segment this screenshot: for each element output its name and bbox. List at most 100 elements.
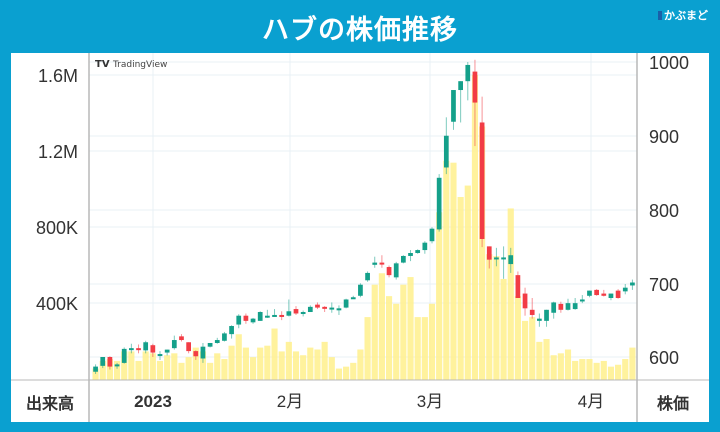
candle-up[interactable] xyxy=(343,299,349,308)
candle-up[interactable] xyxy=(415,250,421,254)
candle-down[interactable] xyxy=(479,122,485,239)
candle-up[interactable] xyxy=(365,272,370,281)
volume-bar xyxy=(536,341,543,380)
candle-down[interactable] xyxy=(322,306,327,309)
candle-down[interactable] xyxy=(522,293,528,309)
candle-up[interactable] xyxy=(408,253,413,256)
candle-down[interactable] xyxy=(386,267,392,276)
candle-down[interactable] xyxy=(615,290,621,298)
candle-up[interactable] xyxy=(129,348,134,351)
candle-down[interactable] xyxy=(186,342,191,352)
candle-up[interactable] xyxy=(307,306,313,313)
candle-down[interactable] xyxy=(601,293,607,296)
candle-down[interactable] xyxy=(379,262,385,265)
candle-down[interactable] xyxy=(193,351,199,357)
volume-tick-label: 1.2M xyxy=(38,142,78,162)
candle-up[interactable] xyxy=(222,333,227,341)
volume-bar xyxy=(264,345,271,380)
candle-down[interactable] xyxy=(279,314,285,317)
volume-bar xyxy=(486,254,493,380)
candle-up[interactable] xyxy=(372,262,378,265)
candle-down[interactable] xyxy=(472,71,478,103)
candle-up[interactable] xyxy=(157,354,163,357)
volume-bar xyxy=(521,320,529,380)
candle-down[interactable] xyxy=(150,345,156,353)
candle-down[interactable] xyxy=(558,303,564,310)
candle-up[interactable] xyxy=(587,290,592,296)
candle-up[interactable] xyxy=(508,255,514,265)
candle-up[interactable] xyxy=(436,177,442,230)
candle-down[interactable] xyxy=(293,309,299,314)
volume-bar xyxy=(278,351,285,380)
candle-up[interactable] xyxy=(272,314,277,317)
candle-up[interactable] xyxy=(544,309,549,321)
candle-up[interactable] xyxy=(114,364,120,367)
candle-up[interactable] xyxy=(200,346,206,359)
candle-up[interactable] xyxy=(121,348,127,363)
volume-bar xyxy=(428,303,436,380)
candle-up[interactable] xyxy=(100,357,106,366)
candle-up[interactable] xyxy=(579,299,585,302)
candle-up[interactable] xyxy=(572,303,578,310)
candle-up[interactable] xyxy=(214,340,220,343)
candle-up[interactable] xyxy=(286,311,292,316)
volume-bar xyxy=(300,355,307,380)
candle-up[interactable] xyxy=(393,263,399,278)
candle-down[interactable] xyxy=(515,275,521,298)
brand-logo[interactable]: かぶまど xyxy=(658,7,708,23)
candle-up[interactable] xyxy=(608,293,614,298)
candle-up[interactable] xyxy=(494,257,499,260)
candle-up[interactable] xyxy=(501,257,506,260)
candle-up[interactable] xyxy=(358,284,363,296)
candle-up[interactable] xyxy=(171,340,177,349)
volume-bar xyxy=(493,256,500,380)
candle-down[interactable] xyxy=(315,304,320,308)
candle-down[interactable] xyxy=(243,315,249,321)
candle-up[interactable] xyxy=(451,90,456,122)
candle-up[interactable] xyxy=(164,349,170,353)
candle-down[interactable] xyxy=(179,336,184,341)
candle-up[interactable] xyxy=(143,342,149,351)
candle-up[interactable] xyxy=(229,326,234,335)
candle-down[interactable] xyxy=(529,309,535,315)
candle-up[interactable] xyxy=(207,342,213,347)
candle-up[interactable] xyxy=(236,315,242,325)
tradingview-logo-icon: TV xyxy=(95,59,110,70)
candle-up[interactable] xyxy=(443,135,449,168)
candle-up[interactable] xyxy=(93,366,98,372)
volume-bar xyxy=(214,353,221,380)
candle-up[interactable] xyxy=(630,282,635,286)
candle-up[interactable] xyxy=(329,307,335,310)
candle-up[interactable] xyxy=(551,302,557,313)
candle-up[interactable] xyxy=(458,81,463,91)
candle-up[interactable] xyxy=(422,242,428,251)
candle-up[interactable] xyxy=(622,287,628,292)
candle-up[interactable] xyxy=(336,308,342,311)
candle-up[interactable] xyxy=(401,255,406,263)
price-tick-label: 900 xyxy=(649,127,679,147)
volume-bar xyxy=(328,357,335,380)
candle-up[interactable] xyxy=(565,303,571,310)
candle-down[interactable] xyxy=(594,289,599,296)
candle-down[interactable] xyxy=(107,357,113,367)
candle-down[interactable] xyxy=(486,246,492,260)
candle-up[interactable] xyxy=(300,312,306,315)
volume-bar xyxy=(371,284,378,380)
candle-up[interactable] xyxy=(465,64,471,82)
candle-down[interactable] xyxy=(136,348,141,351)
volume-bar xyxy=(156,360,164,380)
candle-up[interactable] xyxy=(350,297,356,300)
volume-bar xyxy=(457,197,464,380)
price-volume-chart[interactable]: 1.6M 1.2M 800K 400K 1000 900 800 700 600 2023 2月 3月… xyxy=(11,53,709,422)
candle-up[interactable] xyxy=(265,315,270,318)
header-bar: ハブの株価推移 かぶまど xyxy=(0,0,720,53)
candle-up[interactable] xyxy=(250,318,256,323)
volume-bar xyxy=(350,362,357,380)
volume-bar xyxy=(292,351,300,380)
candle-up[interactable] xyxy=(257,312,263,321)
candle-up[interactable] xyxy=(429,228,435,242)
volume-bar xyxy=(99,360,106,380)
volume-bar xyxy=(228,345,235,380)
candle-up[interactable] xyxy=(537,318,542,321)
volume-bar xyxy=(92,368,99,380)
